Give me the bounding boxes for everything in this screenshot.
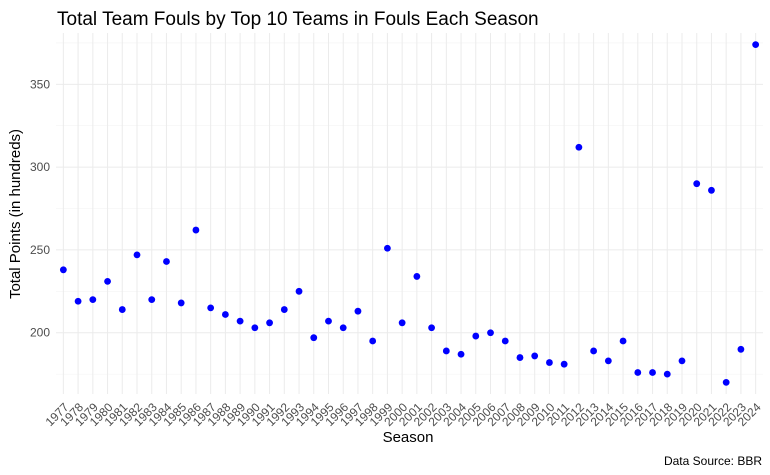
data-point [722, 379, 730, 386]
data-point [501, 337, 509, 345]
data-point [634, 369, 642, 376]
data-point [251, 324, 259, 332]
data-point [590, 347, 598, 355]
data-point [693, 180, 701, 188]
data-point [295, 287, 303, 295]
data-point [546, 359, 553, 366]
data-point [560, 360, 568, 368]
data-point [369, 337, 377, 345]
data-point [163, 258, 170, 265]
data-point [104, 277, 111, 285]
data-point [384, 244, 391, 252]
data-point [531, 352, 539, 360]
data-point [89, 296, 97, 304]
data-point [678, 357, 686, 365]
y-tick-label: 300 [30, 160, 50, 174]
data-point [339, 324, 347, 332]
data-point [207, 304, 215, 312]
grid-layer [56, 33, 763, 394]
y-axis-title: Total Points (in hundreds) [7, 129, 24, 299]
data-point [177, 299, 185, 307]
data-point [118, 306, 126, 313]
y-tick-label: 250 [30, 243, 50, 257]
data-point [663, 370, 671, 378]
y-tick-label: 200 [30, 326, 50, 340]
data-point [354, 307, 362, 315]
data-point [59, 266, 67, 274]
points-layer [59, 41, 760, 386]
data-point [236, 317, 244, 325]
data-point [74, 297, 82, 305]
data-point [442, 347, 450, 355]
data-point [428, 324, 435, 332]
data-point [649, 369, 656, 376]
chart-title: Total Team Fouls by Top 10 Teams in Foul… [57, 9, 539, 30]
data-point [148, 296, 156, 304]
data-point [280, 306, 288, 313]
data-point [516, 354, 524, 361]
data-point [266, 319, 273, 327]
data-point [325, 317, 332, 325]
data-point [310, 334, 318, 342]
x-axis-title: Season [383, 429, 434, 446]
data-point [619, 337, 627, 345]
y-tick-labels: 200 250 300 350 [30, 77, 50, 339]
data-point [487, 329, 494, 337]
data-point [737, 345, 745, 353]
data-source-caption: Data Source: BBR [664, 454, 762, 468]
data-point [192, 226, 200, 234]
data-point [413, 273, 421, 280]
data-point [575, 143, 583, 151]
data-point [457, 350, 465, 358]
data-point [398, 319, 406, 327]
data-point [221, 311, 229, 318]
data-point [133, 251, 141, 259]
data-point [472, 332, 480, 340]
x-tick-labels: 1977197819791980198119821983198419851986… [43, 400, 764, 429]
y-tick-label: 350 [30, 77, 50, 91]
data-point [752, 41, 760, 48]
data-point [604, 357, 612, 365]
data-point [708, 186, 715, 194]
